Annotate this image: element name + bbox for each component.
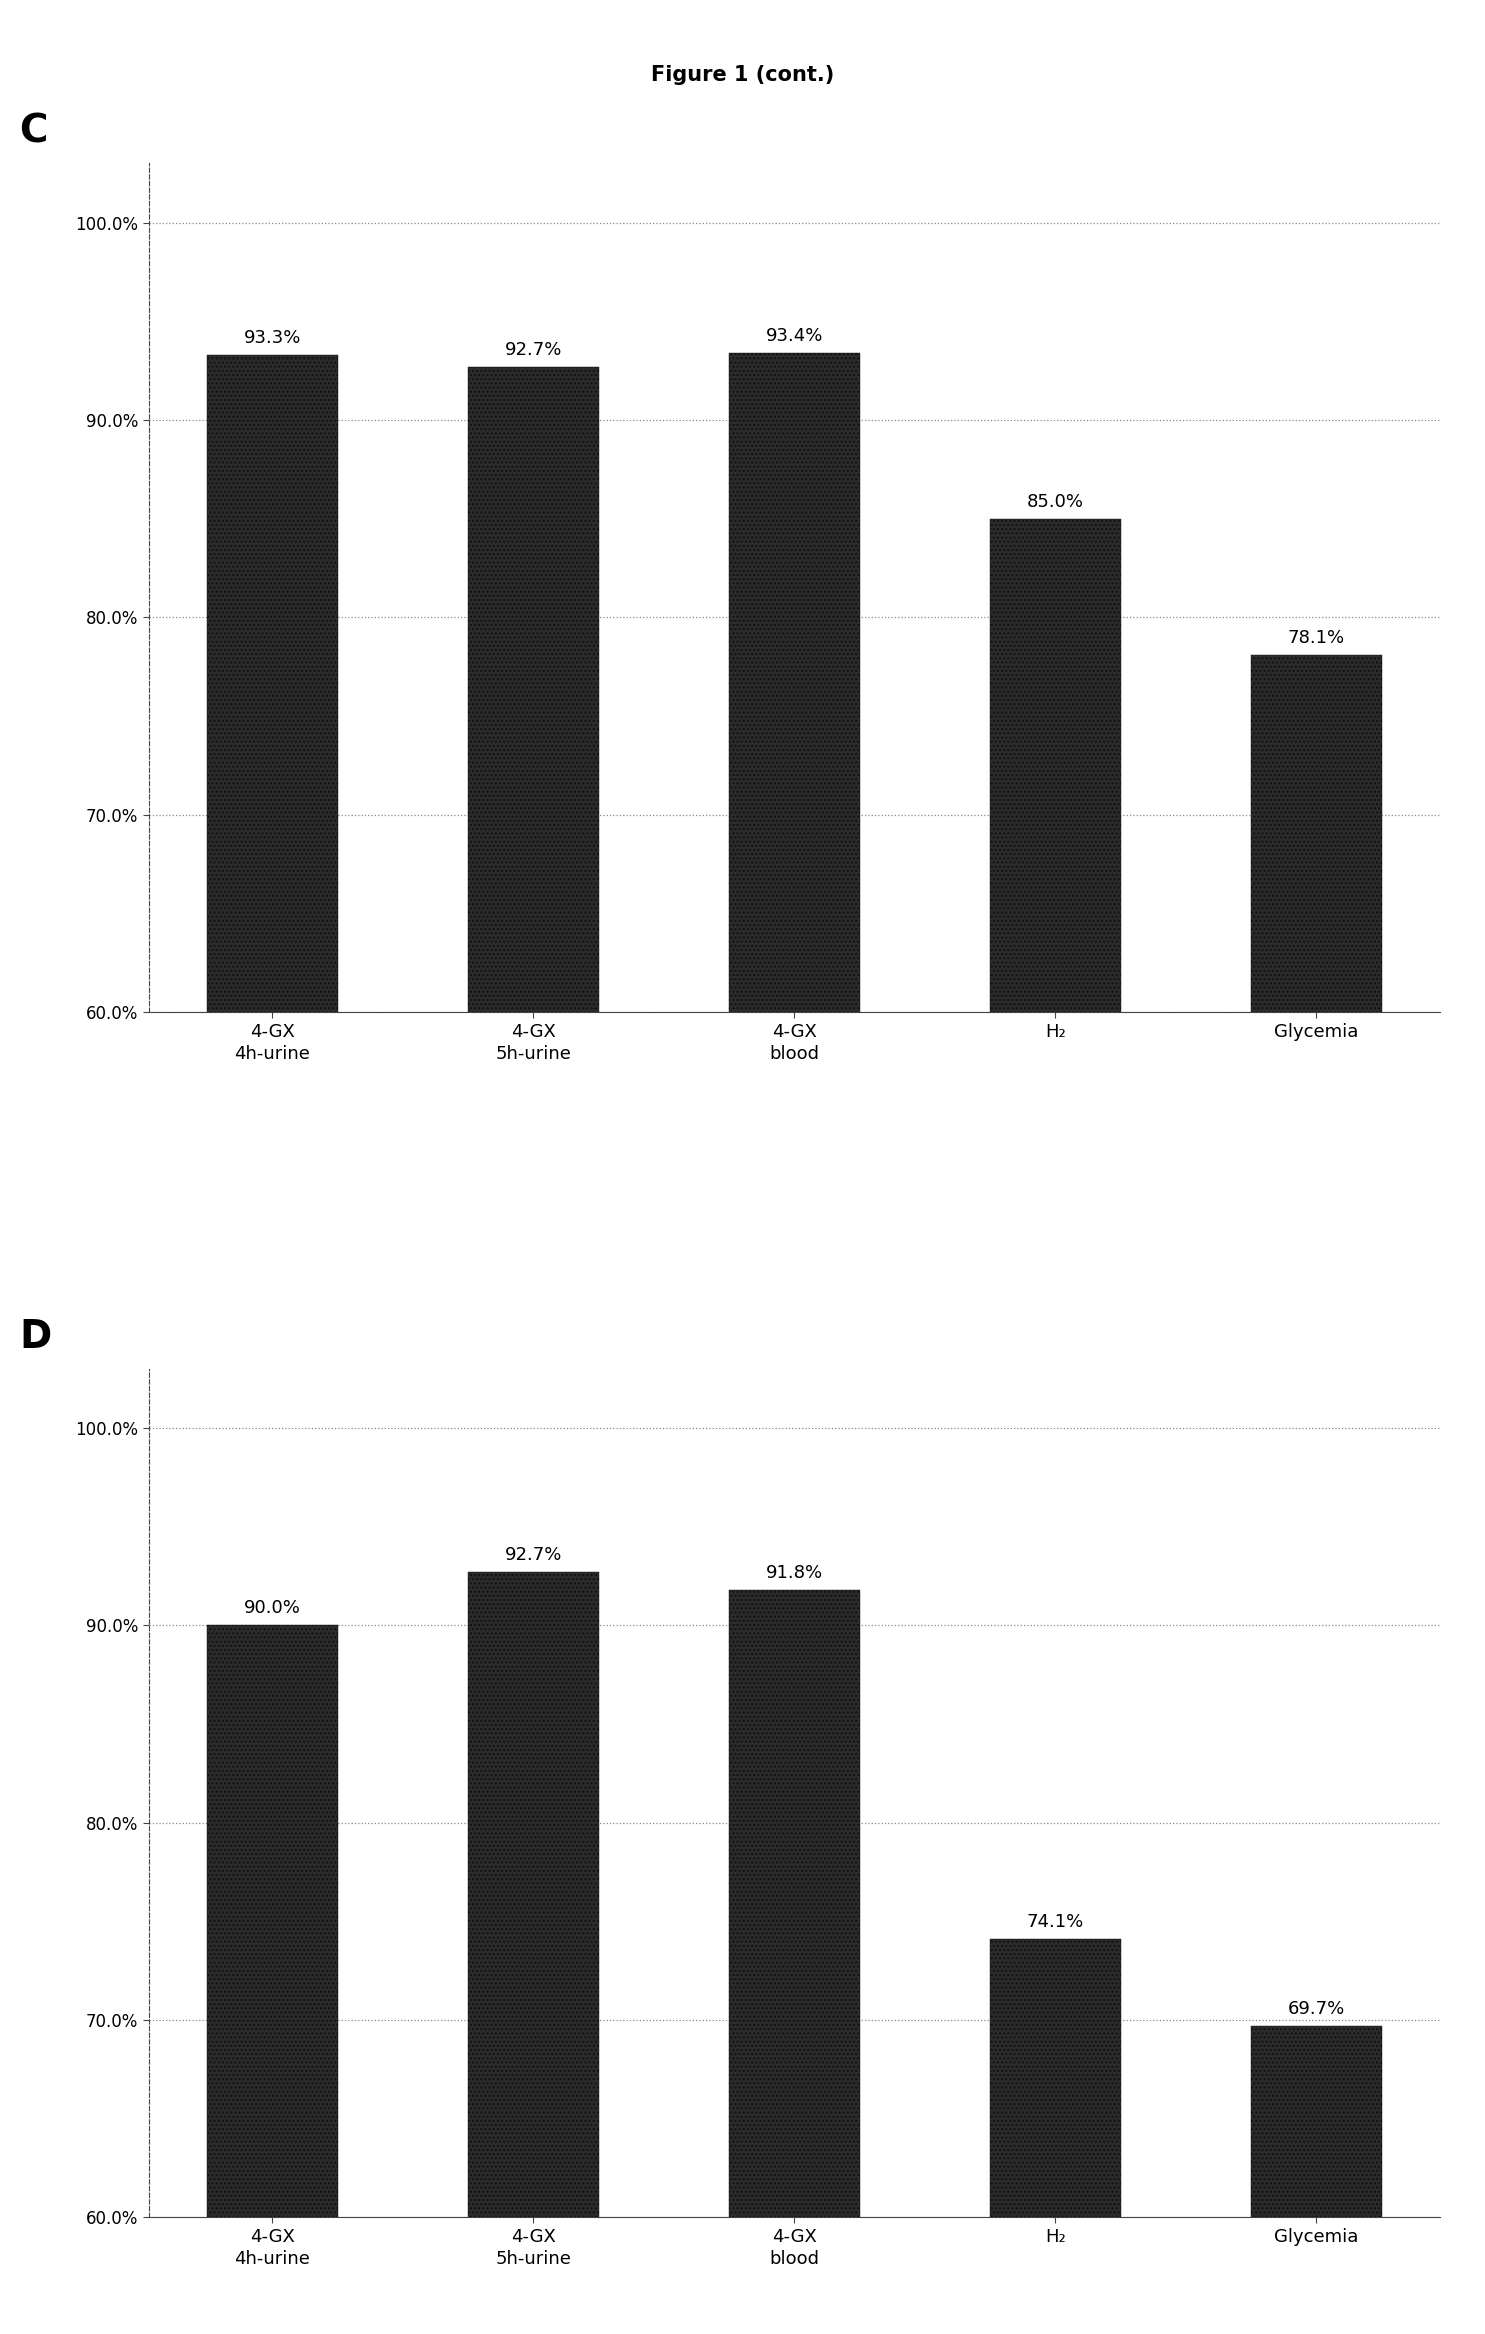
Bar: [468, 1571, 598, 2334]
Text: 92.7%: 92.7%: [505, 1545, 563, 1564]
Bar: [468, 366, 598, 2196]
Text: 74.1%: 74.1%: [1026, 1914, 1084, 1930]
Bar: [990, 518, 1121, 2196]
Bar: [729, 1589, 860, 2334]
Text: 93.4%: 93.4%: [766, 327, 823, 345]
Text: C: C: [19, 112, 48, 149]
Text: 91.8%: 91.8%: [766, 1564, 823, 1582]
Text: 93.3%: 93.3%: [244, 329, 301, 348]
Bar: [208, 355, 337, 2196]
Text: 85.0%: 85.0%: [1028, 492, 1084, 511]
Bar: [729, 352, 860, 2196]
Text: Figure 1 (cont.): Figure 1 (cont.): [650, 65, 835, 86]
Text: 92.7%: 92.7%: [505, 341, 563, 359]
Text: 90.0%: 90.0%: [244, 1599, 301, 1617]
Text: D: D: [19, 1319, 52, 1356]
Bar: [208, 1624, 337, 2334]
Text: 69.7%: 69.7%: [1287, 2000, 1345, 2019]
Text: 78.1%: 78.1%: [1287, 628, 1345, 647]
Bar: [990, 1940, 1121, 2334]
Bar: [1252, 2026, 1381, 2334]
Bar: [1252, 656, 1381, 2196]
